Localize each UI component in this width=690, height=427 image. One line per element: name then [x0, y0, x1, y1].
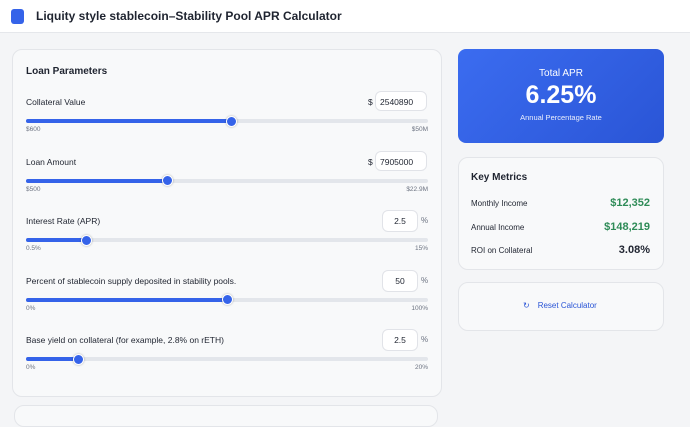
slider-track[interactable]	[26, 294, 428, 305]
slider-track[interactable]	[26, 115, 428, 127]
field-label: Percent of stablecoin supply deposited i…	[26, 275, 237, 286]
field-label: Interest Rate (APR)	[26, 216, 101, 226]
slider-track[interactable]	[26, 234, 428, 246]
slider-fill	[26, 119, 232, 123]
field-label: Base yield on collateral (for example, 2…	[26, 335, 224, 345]
min-label: 0%	[26, 304, 36, 312]
prefix: $	[368, 97, 373, 107]
section-title: Key Metrics	[471, 172, 528, 183]
min-label: 0.5%	[26, 245, 41, 252]
metric-value: $148,219	[604, 220, 650, 233]
suffix: %	[421, 275, 429, 285]
app-icon	[11, 9, 24, 24]
slider-thumb[interactable]	[81, 234, 93, 246]
metric-value: 3.08%	[618, 244, 650, 256]
apr-title: Total APR	[539, 68, 583, 79]
metric-label: Annual Income	[471, 222, 525, 232]
slider-track[interactable]	[26, 175, 428, 186]
metric-label: Monthly Income	[471, 199, 528, 208]
slider-fill	[26, 178, 167, 183]
field-label: Loan Amount	[26, 156, 77, 167]
reset-button[interactable]: ↻ Reset Calculator	[523, 301, 597, 310]
header: Liquity style stablecoin–Stability Pool …	[0, 0, 690, 33]
slider-track[interactable]	[26, 353, 428, 365]
slider-thumb[interactable]	[222, 294, 233, 305]
suffix: %	[421, 335, 429, 344]
apr-caption: Annual Percentage Rate	[520, 113, 602, 122]
app-title: Liquity style stablecoin–Stability Pool …	[36, 9, 342, 23]
next-card	[14, 405, 438, 427]
min-label: 0%	[26, 364, 36, 371]
reset-label[interactable]: Reset Calculator	[537, 301, 597, 310]
metric-label: ROI on Collateral	[471, 246, 533, 255]
apr-card: Total APR 6.25% Annual Percentage Rate	[458, 49, 664, 143]
slider-fill	[26, 238, 87, 242]
slider-thumb[interactable]	[226, 115, 238, 127]
max-label: $50M	[411, 126, 428, 133]
max-label: 100%	[411, 304, 428, 312]
slider-thumb[interactable]	[161, 175, 173, 186]
suffix: %	[421, 216, 429, 225]
reset-card: ↻ Reset Calculator	[458, 282, 664, 331]
min-label: $500	[26, 185, 41, 193]
input[interactable]: 2.5	[382, 329, 418, 351]
apr-value: 6.25%	[525, 81, 597, 109]
max-label: 15%	[414, 245, 428, 252]
slider-fill	[26, 357, 79, 361]
slider-thumb[interactable]	[73, 353, 85, 365]
metric-value: $12,352	[610, 197, 650, 209]
input[interactable]: 7905000	[375, 150, 427, 171]
field-label: Collateral Value	[26, 97, 86, 107]
metrics-card: Key Metrics Monthly Income $12,352 Annual …	[458, 157, 664, 270]
loan-card: Loan Parameters Collateral Value $2540890…	[12, 49, 442, 397]
prefix: $	[368, 156, 373, 167]
slider-fill	[26, 297, 227, 302]
section-title: Loan Parameters	[26, 66, 108, 77]
max-label: $22.9M	[406, 185, 428, 193]
input[interactable]: 2540890	[375, 91, 427, 111]
max-label: 20%	[414, 364, 428, 371]
min-label: $600	[26, 126, 41, 133]
input[interactable]: 2.5	[382, 210, 418, 232]
input[interactable]: 50	[382, 269, 418, 292]
